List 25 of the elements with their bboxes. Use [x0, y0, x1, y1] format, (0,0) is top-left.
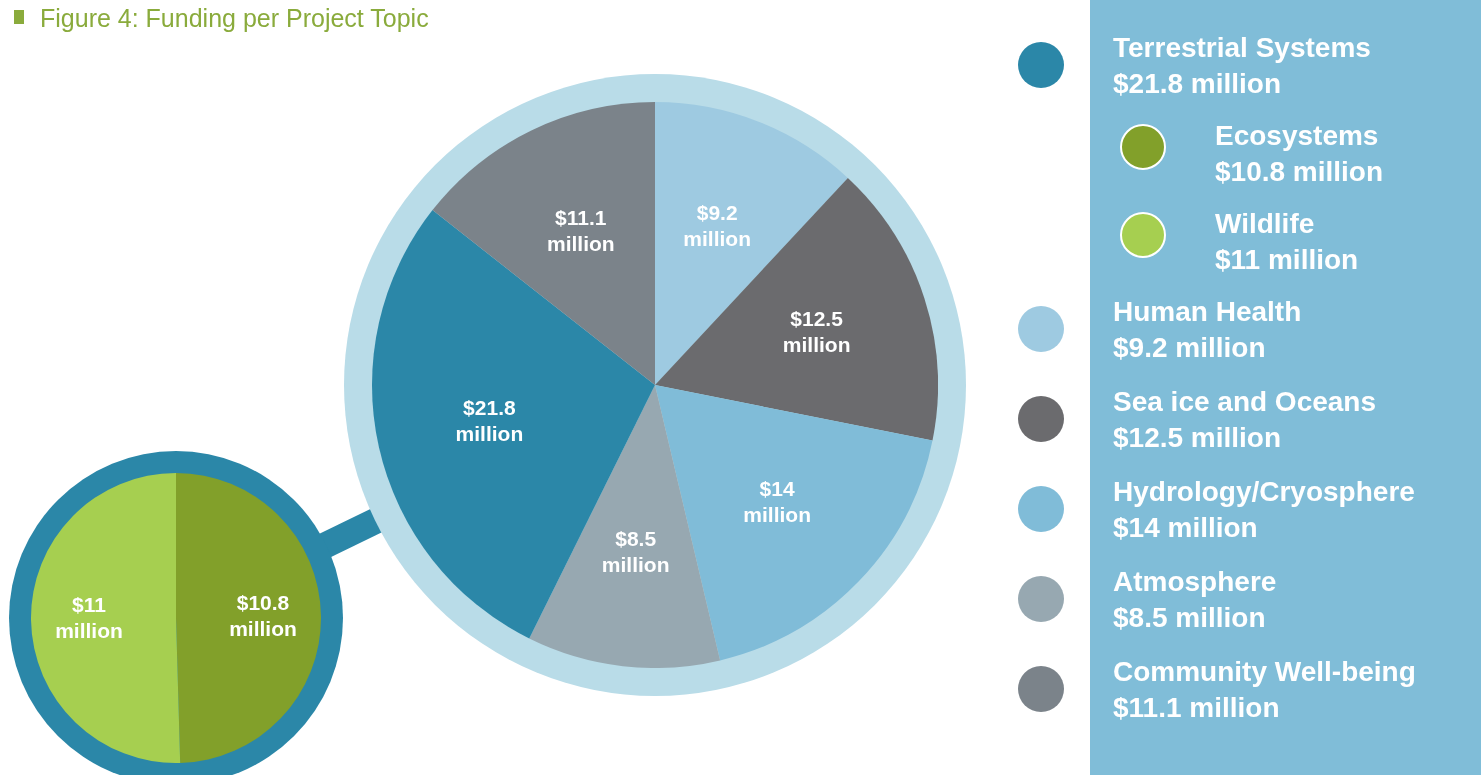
- legend-label: Community Well-being: [1113, 655, 1416, 689]
- data-label: $11.1 million: [546, 206, 615, 256]
- text: $12.5 million: [1113, 422, 1282, 453]
- text: $11.1 million: [1113, 692, 1280, 723]
- legend-label: Ecosystems: [1215, 119, 1380, 153]
- data-label: $21.8 million: [455, 396, 524, 446]
- legend-label: Wildlife: [1215, 207, 1316, 241]
- legend-label: Terrestrial Systems: [1113, 31, 1371, 65]
- legend-label: Atmosphere: [1113, 565, 1277, 599]
- text: $21.8 million: [1113, 68, 1282, 99]
- data-label: $9.2 million: [683, 200, 752, 250]
- text: $11 million: [1215, 244, 1359, 275]
- data-label: $12.5 million: [782, 306, 851, 356]
- text: $9.2 million: [1113, 332, 1266, 363]
- data-label: $14 million: [1113, 511, 1259, 545]
- legend-label: Human Health: [1113, 295, 1302, 329]
- data-label: $8.5 million: [601, 527, 670, 577]
- legend-label: Sea ice and Oceans: [1113, 385, 1377, 419]
- chart-title: Figure 4: Funding per Project Topic: [40, 4, 429, 33]
- data-label: $11 million: [55, 593, 123, 643]
- data-label: $10.8 million: [229, 590, 297, 640]
- text: $10.8 million: [1215, 156, 1384, 187]
- text: $14 million: [743, 476, 811, 526]
- text: $8.5 million: [1113, 602, 1266, 633]
- legend-label: Hydrology/Cryosphere: [1113, 475, 1415, 509]
